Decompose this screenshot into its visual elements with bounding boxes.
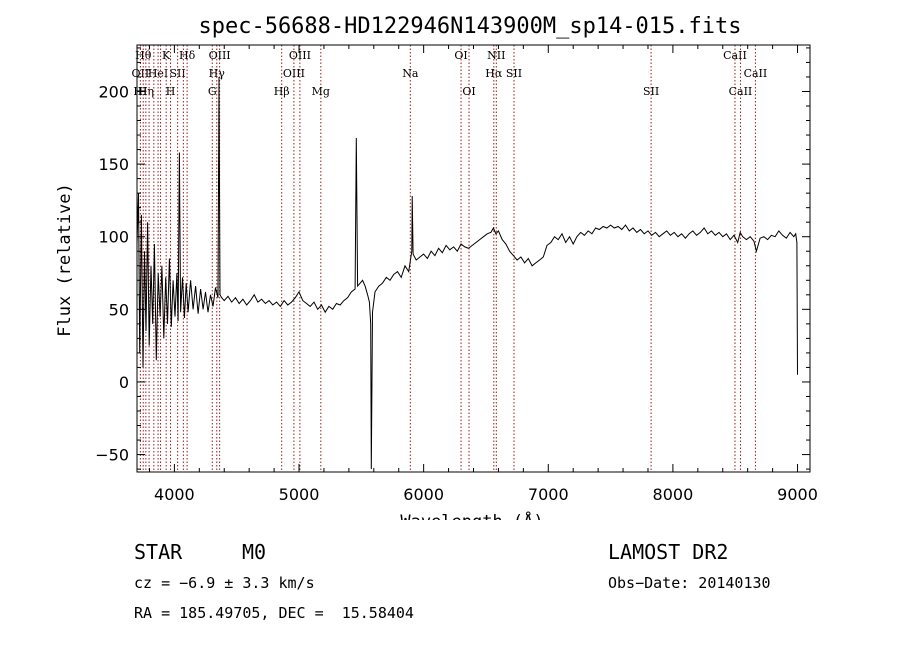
line-label: Hη bbox=[138, 85, 154, 98]
subclass: M0 bbox=[242, 540, 267, 564]
line-label: Mg bbox=[312, 85, 330, 98]
line-label: CaII bbox=[723, 49, 747, 62]
x-tick-label: 6000 bbox=[403, 485, 444, 504]
coordinates: RA = 185.49705, DEC = 15.58404 bbox=[134, 604, 414, 622]
y-tick-label: 100 bbox=[98, 228, 129, 247]
spectral-line-markers: OIIHIHθHηHeIKHSIIHδGHγOIIIHβOIIIOIIIMgNa… bbox=[132, 45, 768, 472]
redshift-velocity: cz = −6.9 ± 3.3 km/s bbox=[134, 574, 315, 592]
line-label: OI bbox=[462, 85, 475, 98]
line-label: Hγ bbox=[209, 67, 226, 80]
y-tick-label: 200 bbox=[98, 82, 129, 101]
line-label: OIII bbox=[289, 49, 311, 62]
line-label: SII bbox=[506, 67, 522, 80]
line-label: CaII bbox=[729, 85, 753, 98]
line-label: Hβ bbox=[274, 85, 290, 98]
x-axis: 4000 5000 6000 7000 8000 9000 bbox=[148, 45, 818, 504]
y-tick-label: 50 bbox=[109, 300, 129, 319]
chart-title: spec-56688-HD122946N143900M_sp14-015.fit… bbox=[198, 14, 741, 39]
line-label: OIII bbox=[209, 49, 231, 62]
object-class: STAR bbox=[134, 540, 183, 564]
y-axis-label: Flux (relative) bbox=[55, 183, 75, 337]
x-axis-label: Wavelength (Å) bbox=[400, 510, 543, 520]
y-tick-label: 0 bbox=[119, 373, 129, 392]
y-tick-label: −50 bbox=[95, 446, 129, 465]
line-label: G bbox=[208, 85, 217, 98]
observation-date: Obs−Date: 20140130 bbox=[608, 574, 771, 592]
spectrum-series bbox=[136, 76, 798, 470]
x-tick-label: 9000 bbox=[777, 485, 818, 504]
line-label: H bbox=[166, 85, 176, 98]
y-tick-label: 150 bbox=[98, 155, 129, 174]
line-label: CaII bbox=[744, 67, 768, 80]
line-label: NII bbox=[487, 49, 505, 62]
y-axis: −50 0 50 100 150 200 bbox=[95, 47, 810, 470]
line-label: OI bbox=[454, 49, 467, 62]
line-label: SII bbox=[643, 85, 659, 98]
line-label: OII bbox=[132, 67, 150, 80]
line-label: K bbox=[162, 49, 171, 62]
x-tick-label: 4000 bbox=[154, 485, 195, 504]
x-tick-label: 7000 bbox=[528, 485, 569, 504]
spectrum-chart: spec-56688-HD122946N143900M_sp14-015.fit… bbox=[55, 14, 818, 520]
spectrum-line bbox=[136, 76, 798, 470]
line-label: SII bbox=[170, 67, 186, 80]
line-label: Hδ bbox=[179, 49, 196, 62]
x-tick-label: 5000 bbox=[279, 485, 320, 504]
line-label: OIII bbox=[283, 67, 305, 80]
survey-name: LAMOST DR2 bbox=[608, 540, 729, 564]
line-label: HeI bbox=[148, 67, 168, 80]
plot-frame bbox=[136, 44, 811, 473]
line-label: Hα bbox=[485, 67, 503, 80]
x-tick-label: 8000 bbox=[653, 485, 694, 504]
line-label: Na bbox=[402, 67, 419, 80]
line-label: Hθ bbox=[135, 49, 152, 62]
